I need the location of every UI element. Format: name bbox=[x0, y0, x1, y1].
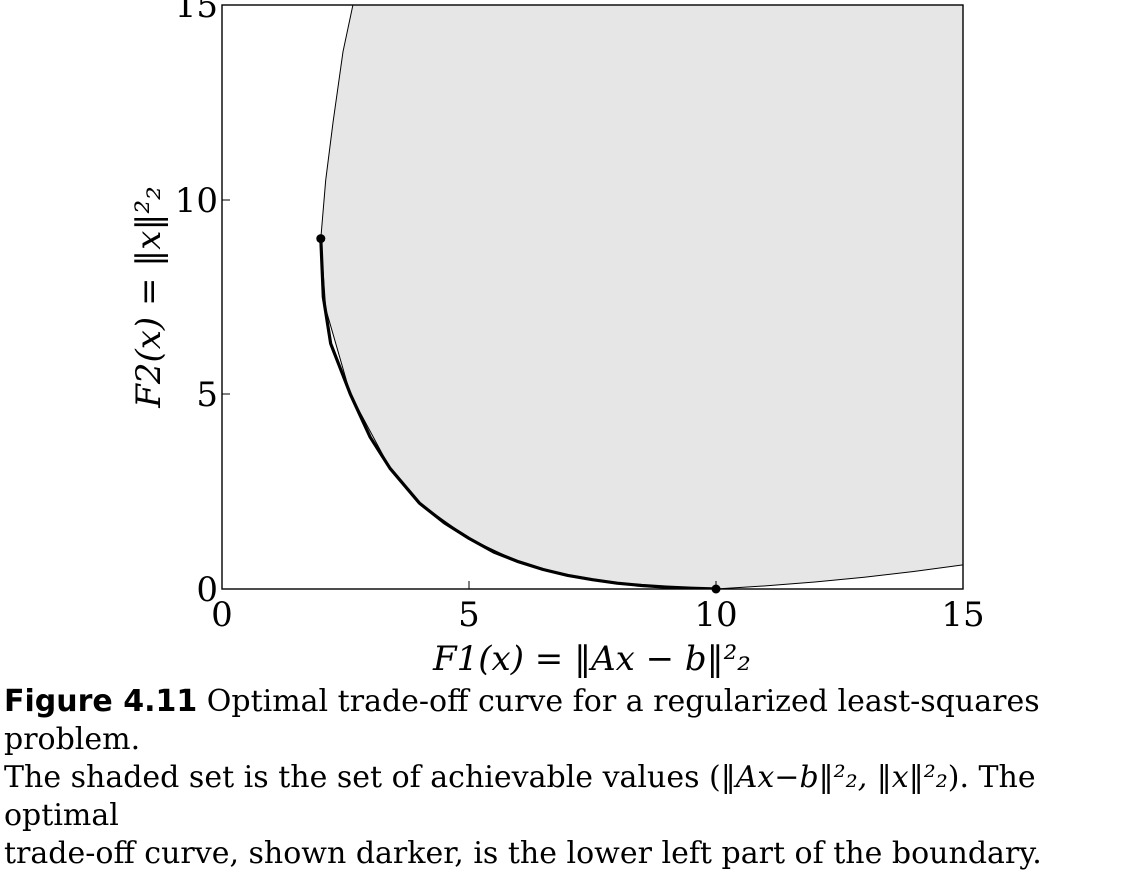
caption-line-3: trade-off curve, shown darker, is the lo… bbox=[4, 836, 1042, 871]
x-axis-label: F1(x) = ‖Ax − b‖²₂ bbox=[432, 639, 751, 679]
y-tick-label: 5 bbox=[196, 375, 218, 415]
x-tick-label: 5 bbox=[458, 595, 480, 635]
x-tick-label: 0 bbox=[211, 595, 233, 635]
figure: 0 5 10 15 0 5 10 15 F1(x) = ‖Ax − b‖²₂ F… bbox=[4, 0, 1042, 871]
y-ticks bbox=[222, 199, 230, 590]
x-tick-label: 10 bbox=[694, 595, 737, 635]
figure-caption: Figure 4.11 Optimal trade-off curve for … bbox=[4, 683, 1144, 873]
x-tick-label: 15 bbox=[941, 595, 984, 635]
caption-line-2a: The shaded set is the set of achievable … bbox=[4, 760, 721, 795]
figure-number: Figure 4.11 bbox=[4, 684, 198, 719]
y-tick-label: 15 bbox=[175, 0, 218, 26]
plot-frame bbox=[221, 4, 964, 590]
y-tick-label: 10 bbox=[175, 181, 218, 221]
y-axis-label: F2(x) = ‖x‖²₂ bbox=[129, 186, 169, 408]
endpoint-marker bbox=[316, 234, 326, 244]
y-tick-label: 0 bbox=[196, 570, 218, 610]
caption-line-1: Optimal trade-off curve for a regularize… bbox=[4, 684, 1040, 757]
tradeoff-curve bbox=[319, 238, 717, 589]
chart: 0 5 10 15 0 5 10 15 F1(x) = ‖Ax − b‖²₂ F… bbox=[129, 0, 985, 679]
x-ticks bbox=[221, 581, 964, 589]
caption-math: ‖Ax−b‖²₂, ‖x‖²₂ bbox=[720, 760, 948, 795]
